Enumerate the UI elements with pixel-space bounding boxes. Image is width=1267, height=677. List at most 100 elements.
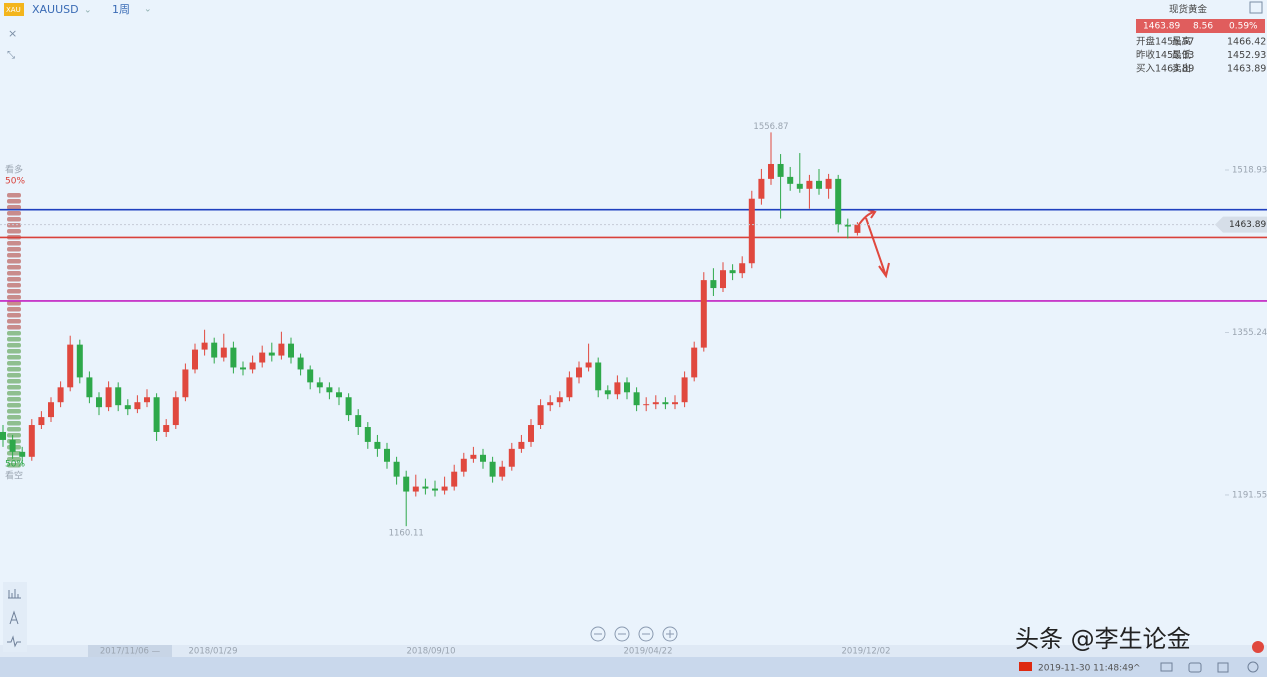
candle-body: [787, 176, 794, 184]
sentiment-cell: [7, 421, 21, 426]
high-label: 1556.87: [753, 122, 788, 132]
candle-body: [153, 397, 160, 432]
candle-body: [268, 352, 275, 356]
flag-icon: [1019, 662, 1032, 671]
symbol[interactable]: XAUUSD: [32, 3, 79, 16]
sentiment-cell: [7, 457, 21, 462]
candle-body: [307, 369, 314, 383]
nav-buttons: [590, 626, 678, 642]
candle-body: [278, 343, 285, 356]
sentiment-cell: [7, 451, 21, 456]
quote-value: 1466.42: [1227, 37, 1266, 48]
candle-body: [508, 448, 515, 467]
draw-tool[interactable]: [9, 610, 19, 625]
bull-label: 看多: [5, 164, 23, 176]
prev[interactable]: [614, 626, 630, 642]
y-tick-label: 1518.93: [1232, 166, 1267, 176]
candle-body: [566, 377, 573, 398]
quote-value: 1455.33: [1155, 50, 1194, 61]
sentiment-cell: [7, 283, 21, 288]
sentiment-cell: [7, 277, 21, 282]
status-bar: [0, 657, 1267, 677]
bear-pct: 50%: [5, 460, 25, 470]
candle-body: [643, 404, 650, 406]
sentiment-cell: [7, 391, 21, 396]
bull-pct: 50%: [5, 177, 25, 187]
sound-icon[interactable]: [1217, 662, 1229, 673]
candle-body: [758, 178, 765, 199]
sentiment-cell: [7, 211, 21, 216]
panel-toggle[interactable]: [1249, 1, 1263, 14]
indicator-tool[interactable]: [8, 589, 21, 599]
candle-body: [768, 163, 774, 179]
candle-body: [326, 387, 333, 393]
candle-body: [355, 415, 362, 428]
candle-body: [57, 387, 64, 403]
camera-icon[interactable]: [1188, 662, 1202, 673]
quote-label: 卖出: [1172, 63, 1191, 75]
candle-body: [345, 397, 352, 416]
zoom-out[interactable]: [590, 626, 606, 642]
wave-tool[interactable]: [7, 635, 21, 648]
sentiment-cell: [7, 415, 21, 420]
sentiment-cell: [7, 319, 21, 324]
close-button[interactable]: ×: [8, 27, 17, 40]
period-dropdown[interactable]: ⌄: [144, 5, 152, 15]
quote-price: 1463.89: [1143, 22, 1180, 32]
status-dropdown[interactable]: ^: [1133, 664, 1141, 674]
candle-body: [739, 263, 746, 274]
sentiment-cell: [7, 265, 21, 270]
shrink-button[interactable]: ⤡: [7, 50, 15, 61]
sentiment-cell: [7, 271, 21, 276]
candle-body: [700, 280, 707, 348]
watermark: 头条 @李生论金: [1015, 625, 1191, 653]
sentiment-cell: [7, 217, 21, 222]
candle-body: [96, 397, 102, 408]
candle-body: [604, 390, 611, 395]
quote-value: 1455.57: [1155, 37, 1194, 48]
sentiment-cell: [7, 229, 21, 234]
candle-body: [230, 347, 237, 368]
quote-label: 开盘: [1136, 36, 1156, 48]
sentiment-cell: [7, 253, 21, 258]
candle-body: [240, 367, 246, 370]
quote-name: 现货黄金: [1169, 4, 1208, 16]
candle-body: [115, 387, 122, 406]
sentiment-cell: [7, 343, 21, 348]
sentiment-cell: [7, 193, 21, 198]
symbol-dropdown[interactable]: ⌄: [84, 6, 92, 16]
candle-body: [211, 342, 218, 358]
candle-body: [854, 224, 861, 233]
sentiment-cell: [7, 349, 21, 354]
candle-body: [182, 369, 189, 398]
period[interactable]: 1周: [112, 3, 130, 16]
candle-body: [729, 270, 736, 274]
candle-body: [576, 367, 582, 378]
candle-body: [451, 471, 458, 487]
settings-icon[interactable]: [1247, 661, 1259, 673]
sentiment-cell: [7, 259, 21, 264]
candle-body: [585, 362, 592, 368]
sentiment-cell: [7, 397, 21, 402]
quote-value: 1463.89: [1227, 64, 1266, 75]
sentiment-cell: [7, 223, 21, 228]
window-icon[interactable]: [1160, 662, 1173, 672]
sentiment-cell: [7, 379, 21, 384]
sentiment-cell: [7, 313, 21, 318]
candle-body: [470, 454, 477, 459]
candle-body: [297, 357, 304, 370]
candle-body: [528, 425, 534, 442]
sentiment-cell: [7, 289, 21, 294]
candle-body: [134, 402, 141, 410]
sentiment-cell: [7, 403, 21, 408]
candle-body: [86, 377, 93, 398]
sentiment-cell: [7, 337, 21, 342]
candle-body: [201, 342, 208, 350]
candle-body: [105, 387, 112, 408]
next[interactable]: [638, 626, 654, 642]
sentiment-cell: [7, 295, 21, 300]
candle-body: [806, 180, 813, 189]
zoom-in[interactable]: [662, 626, 678, 642]
